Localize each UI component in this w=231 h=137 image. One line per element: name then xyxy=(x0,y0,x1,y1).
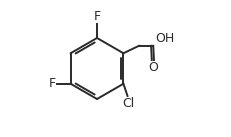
Text: OH: OH xyxy=(154,32,173,45)
Text: O: O xyxy=(148,61,158,74)
Text: Cl: Cl xyxy=(122,97,134,110)
Text: F: F xyxy=(49,77,56,90)
Text: F: F xyxy=(93,10,100,23)
